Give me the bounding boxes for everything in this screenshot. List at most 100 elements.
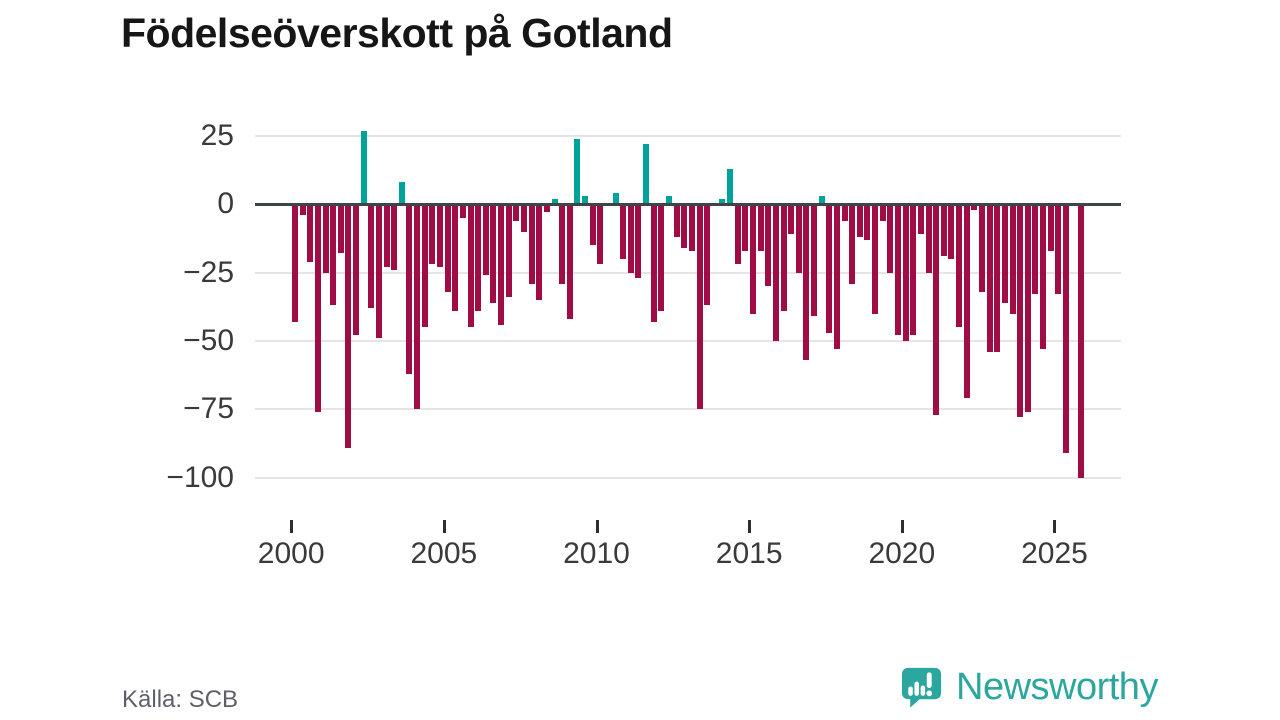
bar-2004Q4: [437, 204, 444, 268]
x-axis-tick-2020: [900, 520, 904, 533]
bar-2017Q4: [833, 204, 840, 350]
bar-2014Q2: [727, 168, 734, 205]
gridline-y--100: [255, 476, 1121, 479]
bar-2013Q2: [696, 204, 703, 410]
bar-2024Q3: [1040, 204, 1047, 350]
bar-2009Q3: [582, 196, 589, 205]
chart-title: Födelseöverskott på Gotland: [121, 10, 673, 56]
zero-axis-line: [255, 203, 1121, 207]
bar-2006Q2: [482, 204, 489, 276]
bar-2011Q4: [650, 204, 657, 322]
bar-2023Q3: [1009, 204, 1016, 314]
bar-2019Q3: [887, 204, 894, 273]
bar-2021Q1: [933, 204, 940, 415]
bar-2018Q1: [841, 204, 848, 221]
bar-2007Q1: [505, 204, 512, 298]
bar-2014Q3: [734, 204, 741, 265]
x-axis-label-2020: 2020: [868, 537, 936, 570]
bar-2017Q3: [826, 204, 833, 333]
bar-2017Q2: [818, 196, 825, 205]
bar-2000Q1: [292, 204, 298, 322]
bar-2002Q3: [368, 204, 375, 309]
bar-2022Q1: [963, 204, 970, 399]
bar-2005Q3: [459, 204, 466, 218]
bar-2021Q2: [940, 204, 947, 257]
bar-2011Q3: [643, 144, 650, 205]
bar-2019Q1: [872, 204, 879, 314]
bar-2004Q2: [421, 204, 428, 328]
bar-2010Q3: [612, 193, 619, 205]
x-axis-label-2015: 2015: [715, 537, 783, 570]
bar-2015Q1: [749, 204, 756, 314]
bar-2010Q1: [597, 204, 604, 265]
bar-2013Q3: [704, 204, 711, 306]
bar-2017Q1: [811, 204, 818, 317]
bar-2001Q4: [345, 204, 352, 448]
bar-2002Q1: [353, 204, 360, 336]
bar-2020Q2: [910, 204, 917, 336]
bar-2005Q1: [444, 204, 451, 292]
y-axis-label--25: −25: [183, 255, 234, 289]
newsworthy-bubble-chart-icon: [901, 667, 942, 708]
x-axis-label-2005: 2005: [410, 537, 478, 570]
newsworthy-logo: Newsworthy: [898, 664, 1158, 711]
bar-2022Q4: [986, 204, 993, 352]
bar-2006Q3: [490, 204, 497, 303]
x-axis-label-2010: 2010: [563, 537, 630, 570]
bar-2000Q4: [314, 204, 321, 413]
bar-2018Q3: [856, 204, 863, 238]
bar-2024Q2: [1032, 204, 1039, 295]
y-axis-label--100: −100: [166, 460, 234, 494]
bar-2014Q4: [742, 204, 749, 251]
bar-2014Q1: [719, 198, 726, 205]
bar-2024Q4: [1047, 204, 1054, 251]
bar-2020Q1: [902, 204, 909, 341]
x-axis-tick-2010: [595, 520, 599, 533]
bar-2002Q4: [375, 204, 382, 339]
bar-2003Q4: [406, 204, 413, 374]
bar-2008Q4: [559, 204, 566, 284]
bar-2016Q4: [803, 204, 810, 361]
bar-2011Q1: [627, 204, 634, 273]
bar-2019Q2: [879, 204, 886, 221]
x-axis-tick-2000: [290, 520, 294, 533]
bar-2020Q3: [917, 204, 924, 235]
bar-2010Q4: [620, 204, 627, 259]
bar-2000Q3: [307, 204, 314, 262]
bar-2008Q2: [543, 204, 550, 213]
bar-2012Q4: [681, 204, 688, 249]
bar-2009Q2: [574, 138, 581, 205]
plot-area: [255, 110, 1121, 520]
bar-2009Q4: [589, 204, 596, 246]
bar-2000Q2: [299, 204, 306, 216]
gridline-y--50: [255, 339, 1121, 342]
bar-2019Q4: [895, 204, 901, 336]
bar-2007Q4: [528, 204, 535, 284]
bar-2011Q2: [635, 204, 642, 279]
bar-2012Q2: [666, 196, 673, 205]
gridline-y--75: [255, 408, 1121, 411]
bar-2021Q4: [956, 204, 963, 328]
bar-2009Q1: [566, 204, 573, 320]
bar-2018Q2: [849, 204, 856, 284]
bar-2012Q1: [658, 204, 665, 311]
bar-2002Q2: [360, 130, 367, 205]
bar-2003Q1: [383, 204, 390, 268]
bar-2001Q3: [337, 204, 344, 254]
y-axis-label--75: −75: [183, 392, 234, 426]
bar-2024Q1: [1024, 204, 1031, 413]
bar-2022Q3: [978, 204, 985, 292]
bar-2012Q3: [673, 204, 680, 238]
bar-2005Q2: [452, 204, 459, 311]
bar-2016Q3: [795, 204, 802, 273]
x-axis-label-2025: 2025: [1021, 537, 1088, 570]
y-axis-label-25: 25: [200, 118, 234, 152]
x-axis-tick-2005: [442, 520, 446, 533]
x-axis-label-2000: 2000: [257, 537, 325, 570]
bar-2007Q3: [520, 204, 527, 232]
bar-2001Q1: [322, 204, 329, 273]
bar-2015Q2: [757, 204, 764, 251]
x-axis-tick-2015: [748, 520, 752, 533]
y-axis-label--50: −50: [183, 323, 234, 357]
